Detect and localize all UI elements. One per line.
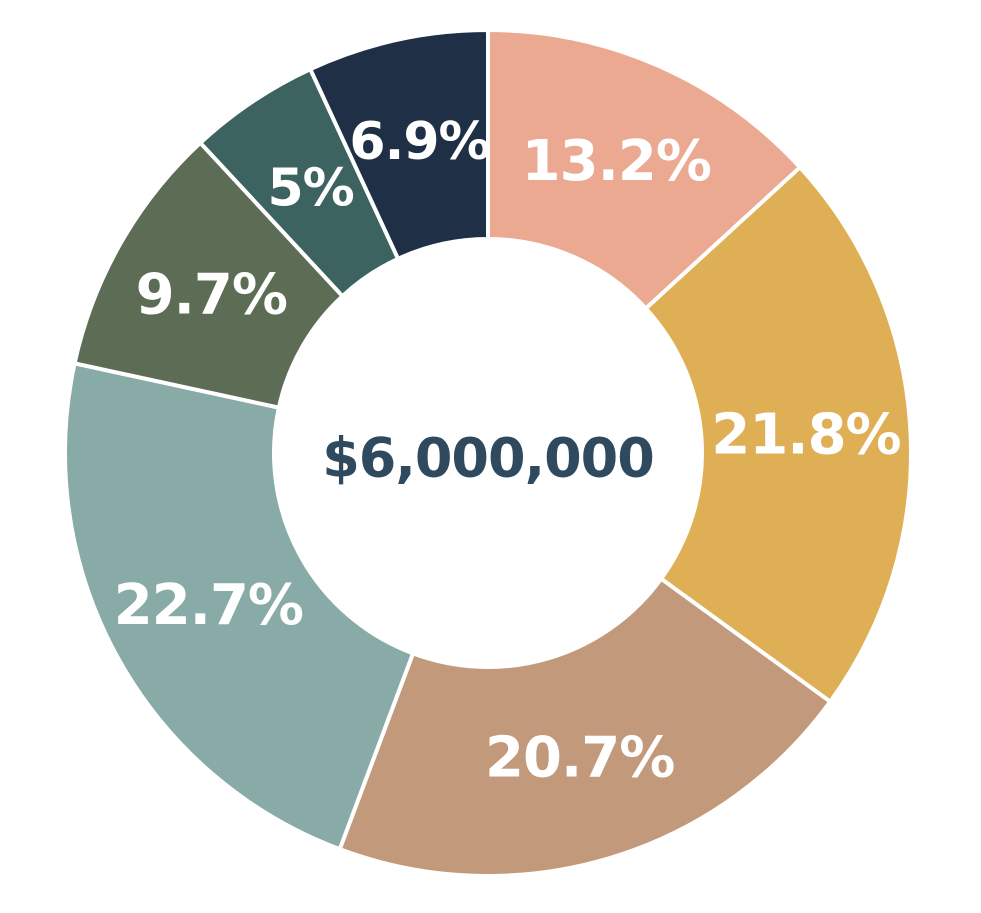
slice-label-1: 13.2% — [522, 129, 711, 194]
slice-label-4: 22.7% — [114, 573, 303, 638]
slice-label-5: 9.7% — [136, 263, 287, 328]
slice-3 — [337, 575, 834, 878]
slice-label-3: 20.7% — [485, 726, 674, 791]
slice-7 — [307, 27, 490, 262]
slice-labels-group: 13.2% 21.8% 20.7% 22.7% 9.7% 5%6.9% — [114, 112, 902, 791]
slice-5 — [72, 140, 346, 411]
slice-label-6: 5% — [267, 159, 353, 219]
slice-label-2: 21.8% — [711, 403, 900, 468]
slice-2 — [643, 164, 913, 705]
slice-4 — [63, 360, 416, 852]
center-total-label: $6,000,000 — [322, 427, 654, 490]
slices-group — [63, 27, 913, 878]
slice-label-7: 6.9% — [349, 112, 489, 172]
slice-1 — [486, 27, 803, 312]
